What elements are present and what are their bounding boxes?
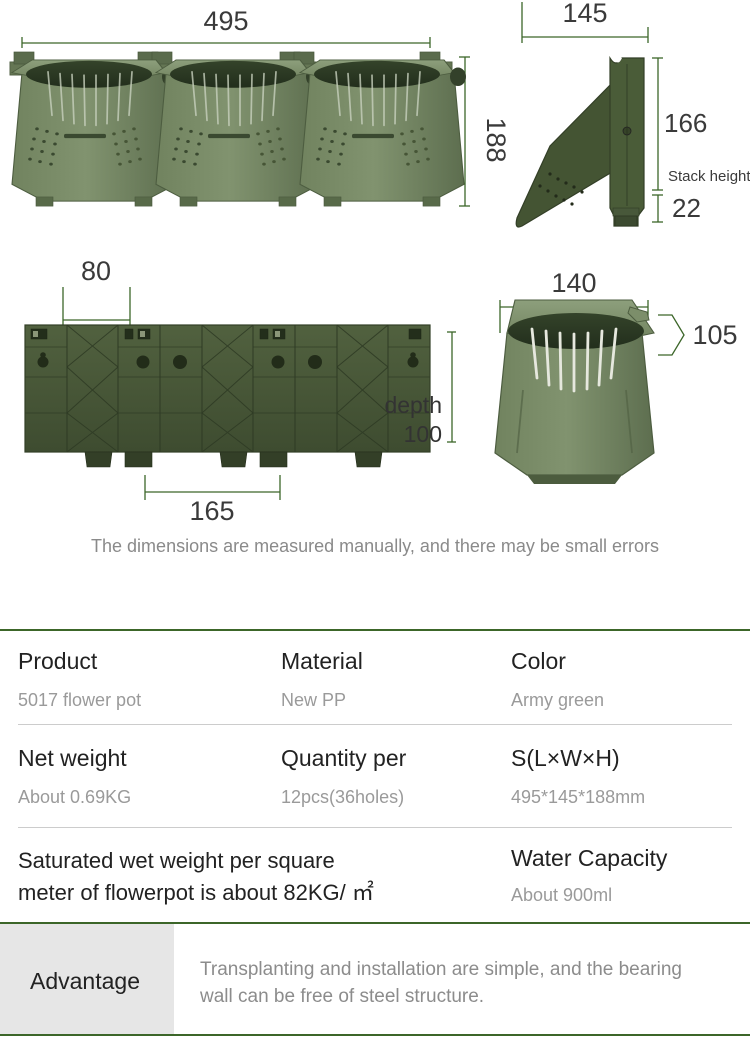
svg-text:140: 140 — [551, 268, 596, 298]
svg-text:80: 80 — [81, 260, 111, 286]
svg-text:145: 145 — [562, 0, 607, 28]
svg-text:depth: depth — [384, 392, 442, 418]
svg-text:495: 495 — [203, 6, 248, 36]
svg-text:188: 188 — [481, 117, 511, 162]
svg-text:100: 100 — [404, 421, 442, 447]
svg-text:165: 165 — [189, 496, 234, 526]
svg-text:22: 22 — [672, 193, 701, 223]
svg-text:166: 166 — [664, 108, 707, 138]
svg-text:Stack height: Stack height — [668, 168, 750, 185]
svg-text:105: 105 — [692, 320, 737, 350]
